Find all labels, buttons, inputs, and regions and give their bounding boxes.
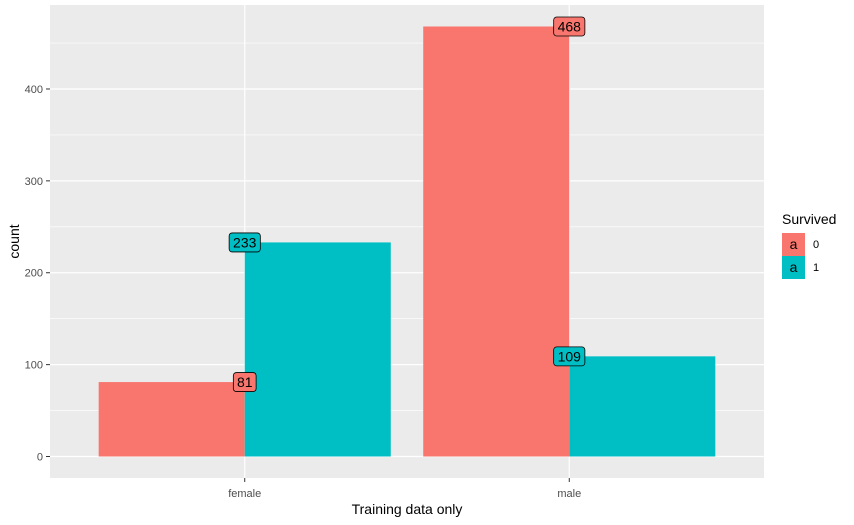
bar-male-survived-0 [423,26,570,457]
data-label-male-0: 468 [553,16,586,37]
y-tick-label: 0 [37,452,43,464]
data-label-female-1: 233 [228,232,261,253]
y-tick-label: 400 [25,84,43,96]
data-label-box [228,232,261,253]
data-label-value: 109 [558,348,582,364]
data-label-value: 233 [233,234,257,250]
y-tick-label: 200 [25,268,43,280]
data-label-box [232,372,257,392]
legend: Survived a 0a 1 [782,211,836,279]
bar-male-survived-1 [569,356,716,457]
legend-title: Survived [782,211,836,227]
data-label-box [553,346,586,367]
legend-key-glyph: a [790,236,798,252]
data-label-male-1: 109 [553,346,586,367]
bar-female-survived-0 [98,382,245,457]
y-axis: 0 100 200 300 400 [25,84,50,464]
data-label-female-0: 81 [232,372,257,392]
data-labels: 81 468 233 109 [228,16,586,392]
x-tick-label: female [228,488,261,500]
x-axis: female male [228,478,581,500]
x-axis-title: Training data only [352,501,463,517]
y-axis-title: count [6,224,22,258]
y-tick-label: 100 [25,360,43,372]
legend-key [782,233,805,256]
bars [98,26,716,457]
data-label-value: 468 [558,19,582,35]
legend-label: 0 [813,239,819,251]
bar-female-survived-1 [244,242,391,457]
legend-label: 1 [813,262,819,274]
x-tick-label: male [557,488,581,500]
legend-key [782,256,805,279]
data-label-box [553,16,586,37]
legend-key-glyph: a [790,259,798,275]
y-tick-label: 300 [25,176,43,188]
data-label-value: 81 [237,374,253,390]
